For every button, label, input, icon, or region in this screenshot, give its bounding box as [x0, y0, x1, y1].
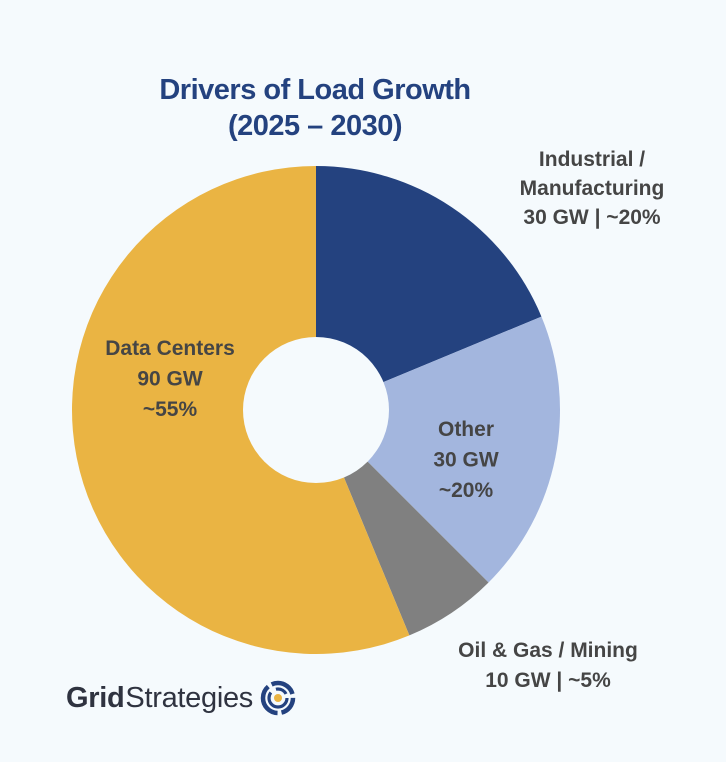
label-other-line-1: Other — [438, 418, 494, 441]
slice-other — [316, 316, 560, 583]
label-data-centers-line-3: ~55% — [143, 398, 198, 421]
donut-hole — [243, 337, 389, 483]
label-data-centers-line-1: Data Centers — [105, 337, 235, 360]
label-oil-gas-mining: Oil & Gas / Mining 10 GW | ~5% — [458, 639, 638, 692]
label-oil-gas-mining-line-1: Oil & Gas / Mining — [458, 639, 638, 662]
label-industrial-manufacturing-line-2: Manufacturing — [520, 177, 665, 200]
logo-word-grid: Grid — [66, 681, 125, 714]
label-industrial-manufacturing: Industrial / Manufacturing 30 GW | ~20% — [520, 148, 665, 229]
label-industrial-manufacturing-line-3: 30 GW | ~20% — [523, 206, 661, 229]
chart-title: Drivers of Load Growth (2025 – 2030) — [159, 74, 471, 142]
slice-industrial-manufacturing — [316, 166, 542, 410]
label-other: Other 30 GW ~20% — [433, 418, 499, 502]
grid-strategies-logo: Grid Strategies — [66, 680, 297, 716]
slice-labels: Industrial / Manufacturing 30 GW | ~20% Oth… — [105, 148, 664, 692]
label-other-line-3: ~20% — [439, 479, 494, 502]
label-oil-gas-mining-line-2: 10 GW | ~5% — [485, 669, 611, 692]
chart-title-line-2: (2025 – 2030) — [228, 110, 402, 142]
logo-word-strategies: Strategies — [125, 681, 253, 714]
grid-strategies-logo-icon — [260, 680, 296, 716]
chart-title-line-1: Drivers of Load Growth — [159, 74, 470, 106]
label-other-line-2: 30 GW — [433, 449, 499, 472]
label-data-centers-line-2: 90 GW — [137, 368, 203, 391]
label-industrial-manufacturing-line-1: Industrial / — [539, 148, 645, 171]
slice-data-centers — [71, 166, 410, 655]
label-data-centers: Data Centers 90 GW ~55% — [105, 337, 235, 421]
